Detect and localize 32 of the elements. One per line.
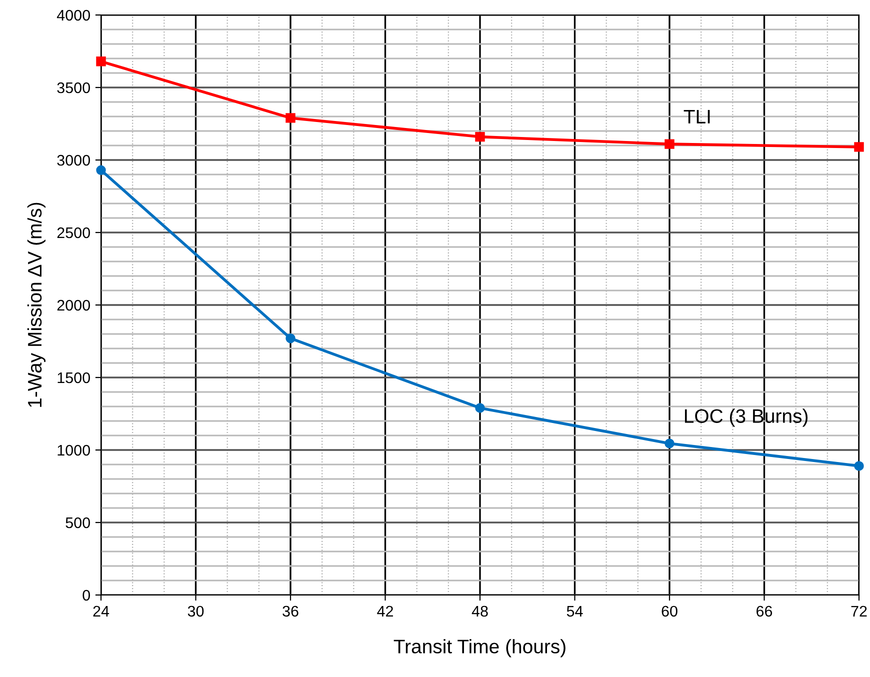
series-label: TLI bbox=[684, 110, 710, 124]
x-tick-label: 42 bbox=[377, 606, 393, 616]
x-tick-label: 60 bbox=[662, 606, 678, 617]
y-tick-label: 2500 bbox=[57, 227, 90, 238]
y-tick-label: 1000 bbox=[58, 444, 90, 456]
point bbox=[475, 403, 485, 413]
point bbox=[475, 132, 485, 142]
x-tick-label: 24 bbox=[93, 606, 110, 616]
x-tick-label: 54 bbox=[566, 606, 583, 617]
y-tick-label: 0 bbox=[82, 590, 90, 601]
x-tick-label: 48 bbox=[472, 606, 488, 617]
point bbox=[286, 333, 296, 344]
point bbox=[664, 438, 674, 448]
y-axis-title: 1-Way Mission ΔV (m/s) bbox=[27, 202, 46, 407]
x-tick-label: 72 bbox=[851, 606, 867, 616]
y-tick-label: 3000 bbox=[57, 154, 90, 166]
point bbox=[286, 113, 296, 123]
y-tick-label: 3500 bbox=[57, 82, 90, 94]
point bbox=[854, 461, 864, 471]
y-tick-label: 2000 bbox=[57, 300, 90, 311]
point bbox=[664, 139, 674, 149]
y-tick-label: 500 bbox=[66, 517, 90, 528]
x-axis-title: Transit Time (hours) bbox=[394, 639, 566, 658]
point bbox=[854, 142, 864, 152]
y-tick-label: 4000 bbox=[56, 10, 90, 21]
x-tick-label: 30 bbox=[188, 606, 204, 617]
point bbox=[96, 165, 106, 176]
y-tick-label: 1500 bbox=[58, 372, 90, 384]
series-label: LOC (3 Burns) bbox=[684, 408, 808, 427]
x-tick-label: 66 bbox=[756, 606, 772, 617]
point bbox=[96, 56, 106, 66]
x-tick-label: 36 bbox=[282, 606, 298, 617]
